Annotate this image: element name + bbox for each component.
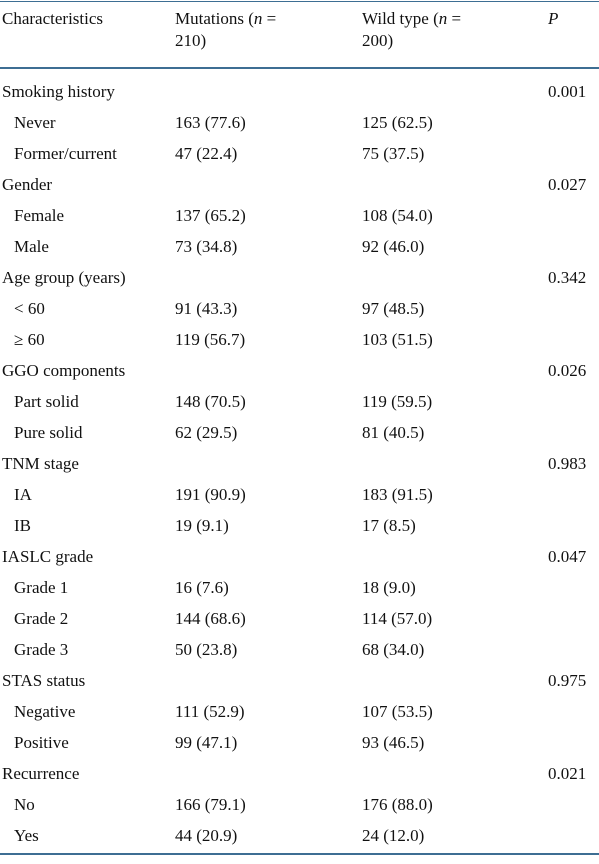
row-value: 125 (62.5) [362, 113, 433, 132]
row-value: 75 (37.5) [362, 144, 425, 163]
header-text: Wild type ( [362, 9, 439, 28]
row-value: 114 (57.0) [362, 609, 433, 628]
header-cell: Characteristics [2, 9, 104, 28]
row-value: 108 (54.0) [362, 206, 433, 225]
row-value: 62 (29.5) [175, 423, 238, 442]
row-value: 44 (20.9) [175, 826, 238, 845]
row-label: No [14, 795, 35, 814]
row-value: 73 (34.8) [175, 237, 238, 256]
row-value: 183 (91.5) [362, 485, 433, 504]
row-label: Former/current [14, 144, 117, 163]
row-value: 166 (79.1) [175, 795, 246, 814]
row-label: ≥ 60 [14, 330, 45, 349]
row-label: Grade 1 [14, 578, 69, 597]
row-value: 81 (40.5) [362, 423, 425, 442]
row-value: 99 (47.1) [175, 733, 238, 752]
top-rule [0, 1, 599, 2]
p-value: 0.342 [548, 268, 587, 287]
header-italic: n [438, 9, 448, 28]
group-label: IASLC grade [2, 547, 94, 566]
row-label: Never [14, 113, 56, 132]
header-italic: n [253, 9, 263, 28]
header-rule [0, 67, 599, 69]
header-text: Mutations ( [175, 9, 254, 28]
row-value: 119 (56.7) [175, 330, 246, 349]
group-label: Gender [2, 175, 53, 194]
row-label: Grade 2 [14, 609, 69, 628]
row-label: < 60 [14, 299, 45, 318]
row-label: Male [14, 237, 49, 256]
row-label: Pure solid [14, 423, 83, 442]
row-value: 24 (12.0) [362, 826, 425, 845]
row-value: 144 (68.6) [175, 609, 246, 628]
group-label: Smoking history [2, 82, 115, 101]
row-value: 191 (90.9) [175, 485, 246, 504]
group-label: Recurrence [2, 764, 80, 783]
row-value: 97 (48.5) [362, 299, 425, 318]
group-label: TNM stage [2, 454, 79, 473]
group-label: GGO components [2, 361, 126, 380]
row-label: IA [14, 485, 32, 504]
row-label: Positive [14, 733, 69, 752]
header-cell: Mutations (n = 210) [175, 8, 310, 52]
row-value: 111 (52.9) [175, 702, 245, 721]
p-value: 0.975 [548, 671, 587, 690]
header-text: = 210) [175, 9, 277, 50]
row-value: 18 (9.0) [362, 578, 416, 597]
row-value: 93 (46.5) [362, 733, 425, 752]
row-value: 103 (51.5) [362, 330, 433, 349]
p-value: 0.001 [548, 82, 587, 101]
row-value: 137 (65.2) [175, 206, 246, 225]
p-value: 0.983 [548, 454, 587, 473]
group-label: Age group (years) [2, 268, 126, 287]
p-value: 0.026 [548, 361, 587, 380]
header-italic: P [548, 9, 559, 28]
row-label: Yes [14, 826, 39, 845]
p-value: 0.021 [548, 764, 587, 783]
header-cell: Wild type (n = 200) [362, 8, 492, 52]
row-label: Part solid [14, 392, 79, 411]
row-label: Grade 3 [14, 640, 69, 659]
row-value: 92 (46.0) [362, 237, 425, 256]
row-label: Female [14, 206, 65, 225]
row-label: IB [14, 516, 31, 535]
row-value: 68 (34.0) [362, 640, 425, 659]
p-value: 0.047 [548, 547, 587, 566]
row-value: 16 (7.6) [175, 578, 229, 597]
row-value: 176 (88.0) [362, 795, 433, 814]
row-value: 19 (9.1) [175, 516, 229, 535]
row-value: 17 (8.5) [362, 516, 416, 535]
row-value: 119 (59.5) [362, 392, 433, 411]
row-value: 163 (77.6) [175, 113, 246, 132]
row-value: 107 (53.5) [362, 702, 433, 721]
row-value: 148 (70.5) [175, 392, 246, 411]
bottom-rule [0, 853, 599, 855]
header-cell: P [548, 8, 558, 30]
row-value: 50 (23.8) [175, 640, 238, 659]
row-label: Negative [14, 702, 76, 721]
header-text: = 200) [362, 9, 462, 50]
row-value: 47 (22.4) [175, 144, 238, 163]
p-value: 0.027 [548, 175, 587, 194]
row-value: 91 (43.3) [175, 299, 238, 318]
group-label: STAS status [2, 671, 86, 690]
